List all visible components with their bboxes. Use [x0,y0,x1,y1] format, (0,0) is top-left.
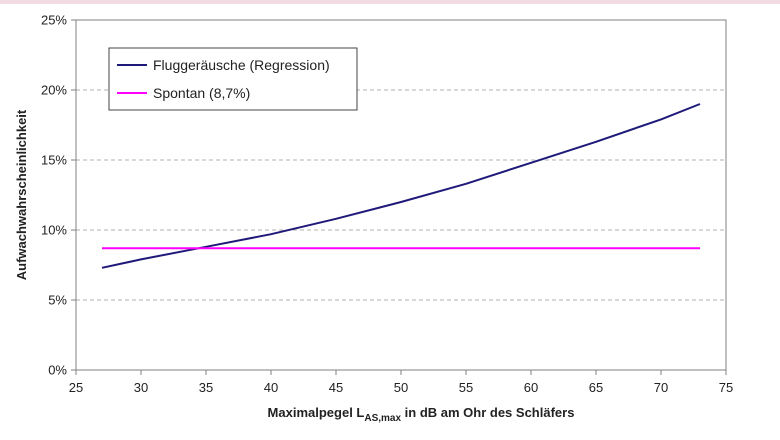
x-axis-label-main: Maximalpegel L [268,405,365,420]
y-tick-label: 15% [41,153,67,168]
series-lines [101,103,701,269]
x-axis-label: Maximalpegel LAS,max in dB am Ohr des Sc… [268,405,575,424]
top-border [0,0,780,4]
gridlines [76,89,726,301]
legend-box [108,47,358,111]
x-tick-label: 45 [329,380,343,395]
x-tick-label: 35 [199,380,213,395]
x-tick-label: 60 [524,380,538,395]
x-tick-label: 55 [459,380,473,395]
x-tick-label: 40 [264,380,278,395]
legend: Fluggeräusche (Regression) Spontan (8,7%) [108,47,358,111]
x-tick-label: 25 [69,380,83,395]
x-axis-label-subscript: AS,max [364,413,401,424]
x-tick-label: 70 [654,380,668,395]
x-tick-label: 50 [394,380,408,395]
y-tick-label: 25% [41,13,67,28]
y-axis-ticks: 0% 5% 10% 15% 20% 25% [41,13,76,378]
y-tick-label: 5% [48,293,67,308]
y-tick-label: 0% [48,363,67,378]
x-tick-label: 75 [719,380,733,395]
legend-entry-label: Fluggeräusche (Regression) [153,57,330,73]
y-tick-label: 10% [41,223,67,238]
x-axis-label-rest: in dB am Ohr des Schläfers [401,405,574,420]
y-tick-label: 20% [41,83,67,98]
x-tick-label: 65 [589,380,603,395]
x-tick-label: 30 [134,380,148,395]
legend-entry-label: Spontan (8,7%) [153,85,250,101]
y-axis-label: Aufwachwahrscheinlichkeit [14,109,29,280]
x-axis-ticks: 25 30 35 40 45 50 55 60 65 70 75 [69,370,733,395]
series-line-regression [101,103,701,269]
